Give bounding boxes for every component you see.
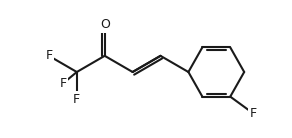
Text: F: F [45,49,53,62]
Text: F: F [250,107,257,120]
Text: O: O [100,18,110,31]
Text: F: F [59,77,66,90]
Text: F: F [73,93,80,106]
